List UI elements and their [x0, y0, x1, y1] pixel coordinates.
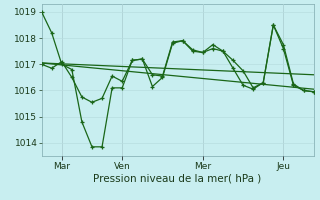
X-axis label: Pression niveau de la mer( hPa ): Pression niveau de la mer( hPa ) [93, 173, 262, 183]
